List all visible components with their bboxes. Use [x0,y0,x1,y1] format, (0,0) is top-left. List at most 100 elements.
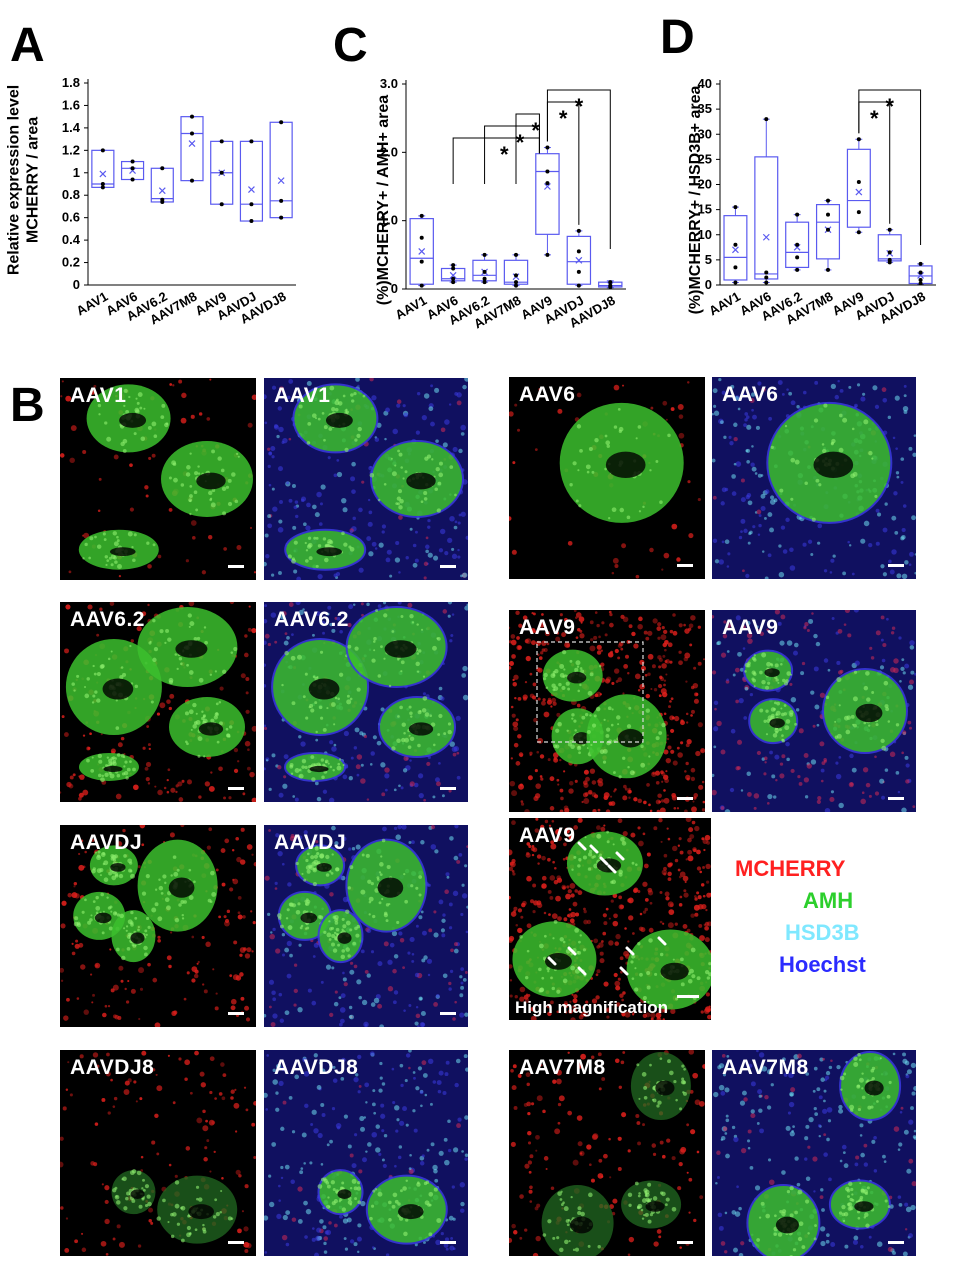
cell-nucleus [730,728,736,734]
cell-nucleus [457,1117,462,1122]
cell-nucleus [435,994,440,999]
cell-nucleus [438,548,444,553]
amh-cell [576,424,582,429]
mcherry-signal [609,622,614,628]
amh-cell [354,438,358,442]
cell-nucleus [415,1086,420,1091]
amh-cell [399,705,403,710]
mcherry-signal [662,654,666,658]
mcherry-signal [172,384,175,387]
cell-nucleus [764,489,770,494]
mcherry-signal [567,834,573,839]
mcherry-signal [671,792,677,798]
data-point [733,205,738,210]
amh-cell [130,910,134,915]
cell-nucleus [325,1229,332,1236]
mcherry-signal [67,1061,70,1064]
mcherry-signal [663,552,670,559]
amh-cell [153,434,158,438]
mcherry-signal [237,1228,242,1234]
mcherry-signal [667,901,674,908]
mcherry-signal [663,679,667,682]
cell-nucleus [742,569,745,573]
amh-cell [885,707,890,712]
amh-cell [349,928,353,932]
mcherry-signal [65,1217,69,1220]
amh-cell [331,942,335,947]
scale-bar [677,995,699,998]
mcherry-signal [517,734,522,739]
amh-cell [129,1170,135,1176]
amh-cell [197,736,203,742]
cell-nucleus [298,609,304,616]
micrograph-label: AAVDJ [274,831,347,854]
mcherry-signal [538,387,542,391]
mcherry-signal [647,887,653,893]
cell-nucleus [803,626,807,630]
cell-nucleus [452,1147,459,1153]
mcherry-signal [663,683,666,687]
amh-cell [215,702,219,706]
mcherry-signal [210,771,213,774]
amh-cell [107,657,111,661]
mcherry-signal [147,603,150,607]
cell-nucleus [712,670,717,675]
cell-nucleus [720,501,725,506]
mcherry-signal [627,672,630,675]
mcherry-signal [544,819,549,824]
cell-nucleus [331,1107,336,1111]
arrow-marker [547,956,557,966]
mcherry-signal [703,923,707,927]
amh-cell [330,872,334,875]
mcherry-signal [137,1244,142,1248]
mcherry-signal [543,911,547,915]
cell-nucleus [757,533,761,536]
mcherry-signal [672,760,678,766]
cell-nucleus [264,533,269,538]
cell-nucleus [461,883,465,887]
amh-cell [577,689,581,693]
cell-nucleus [879,778,885,784]
cell-nucleus [881,795,886,800]
amh-cell [351,399,355,403]
amh-cell [220,1189,223,1193]
cell-nucleus [288,379,294,384]
amh-cell [186,663,189,667]
cell-nucleus [352,516,356,521]
amh-cell [354,926,358,931]
cell-nucleus [304,1103,309,1109]
micrograph-aav9-merge: AAV9 [712,610,916,812]
amh-cell [143,407,146,410]
amh-cell [577,864,581,868]
cell-nucleus [326,612,330,616]
amh-cell [96,671,101,677]
cell-nucleus [781,754,786,759]
mcherry-signal [233,768,239,773]
cell-nucleus [398,931,403,936]
amh-cell [617,723,620,726]
cell-nucleus [281,862,285,866]
cell-nucleus [712,388,718,394]
mcherry-signal [591,998,598,1004]
amh-cell [301,872,304,875]
amh-cell [599,853,602,857]
cell-nucleus [348,847,352,851]
mcherry-signal [517,645,522,650]
data-point [482,280,487,285]
mcherry-signal [615,1002,621,1007]
cell-nucleus [745,494,750,500]
amh-cell [99,664,105,669]
amh-cell [91,756,94,759]
cell-nucleus [716,641,720,646]
mcherry-signal [510,861,516,868]
data-point [279,198,284,203]
box-iqr [723,215,748,281]
cell-nucleus [331,966,335,970]
amh-cell [331,407,336,412]
amh-cell [142,1178,145,1182]
mcherry-signal [122,828,126,833]
amh-cell [121,1178,124,1181]
cell-nucleus [712,413,714,416]
mcherry-signal [598,635,601,639]
cell-nucleus [383,941,389,947]
